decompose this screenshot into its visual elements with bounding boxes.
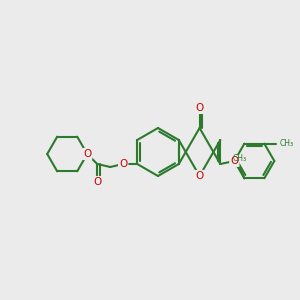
- Text: O: O: [83, 149, 91, 159]
- Text: CH₃: CH₃: [232, 154, 246, 163]
- Text: O: O: [195, 103, 204, 113]
- Text: O: O: [119, 159, 127, 169]
- Text: O: O: [230, 156, 238, 166]
- Text: O: O: [93, 177, 101, 187]
- Text: O: O: [195, 171, 204, 181]
- Text: CH₃: CH₃: [279, 139, 293, 148]
